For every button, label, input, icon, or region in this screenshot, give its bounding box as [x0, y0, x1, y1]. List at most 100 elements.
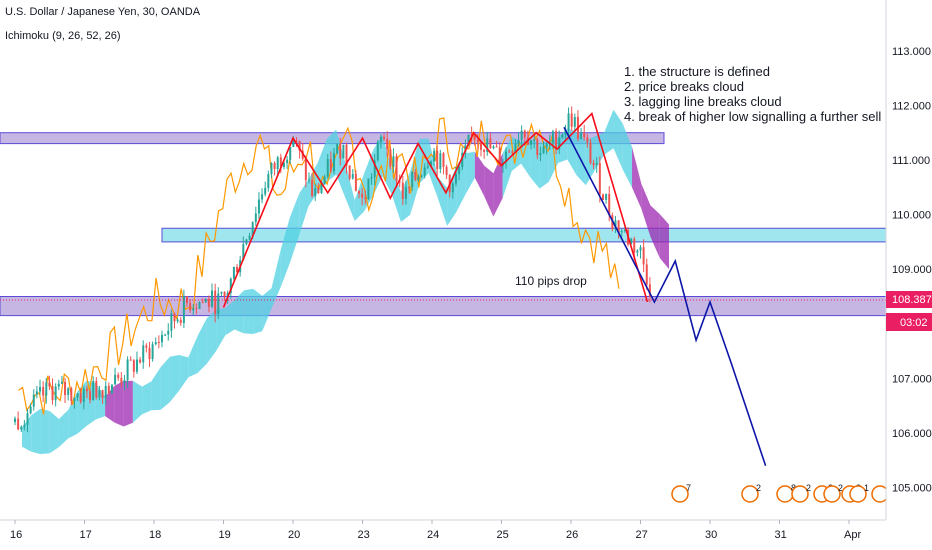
candle-body	[489, 138, 492, 149]
candle-body	[329, 159, 332, 172]
candle-body	[339, 144, 342, 159]
candles	[14, 106, 651, 433]
candle-body	[229, 278, 232, 294]
event-badge-icon[interactable]	[849, 485, 867, 503]
candle-body	[442, 153, 445, 167]
cloud-segment	[151, 367, 161, 411]
candle-body	[336, 144, 339, 154]
candle-body	[389, 149, 392, 167]
candle-body	[117, 374, 120, 378]
candle-body	[67, 388, 70, 395]
cloud-segment	[493, 153, 503, 217]
candle-body	[479, 142, 482, 150]
candle-body	[520, 130, 523, 140]
candle-body	[317, 188, 320, 194]
x-tick-label: 23	[358, 529, 370, 541]
candle-body	[511, 151, 514, 153]
x-tick-label: 30	[705, 529, 717, 541]
candle-body	[51, 386, 54, 401]
cloud-segment	[650, 205, 660, 258]
candle-body	[320, 184, 323, 194]
candle-body	[39, 387, 42, 392]
candle-body	[545, 144, 548, 147]
indicator-title[interactable]: Ichimoku (9, 26, 52, 26)	[5, 30, 121, 42]
event-badge-count: 7	[686, 483, 691, 493]
cloud-segment	[243, 288, 254, 334]
cloud-segment	[253, 288, 263, 334]
candle-body	[267, 174, 270, 188]
candle-body	[417, 176, 420, 181]
candle-body	[276, 157, 279, 170]
drop-label: 110 pips drop	[515, 274, 587, 288]
candle-body	[54, 386, 57, 401]
candle-body	[580, 132, 583, 139]
candle-body	[264, 187, 267, 195]
candle-body	[129, 359, 132, 361]
candle-body	[245, 239, 248, 245]
candle-body	[279, 157, 282, 168]
candle-body	[620, 230, 623, 233]
candle-body	[586, 137, 589, 143]
time-axis[interactable]: 16 17 18 19 20 23 24 25 26 27 30 31 Apr	[0, 519, 932, 550]
candle-body	[470, 134, 473, 136]
y-tick-label: 111.000	[892, 155, 930, 167]
candle-body	[273, 163, 276, 170]
candle-body	[495, 146, 498, 148]
event-badge-icon[interactable]	[671, 485, 689, 503]
candle-body	[186, 296, 189, 304]
x-tick-label: 16	[10, 529, 22, 541]
event-badge-icon[interactable]	[741, 485, 759, 503]
candle-body	[567, 113, 570, 131]
candle-body	[23, 424, 26, 427]
cloud-segment	[447, 166, 457, 226]
cloud-segment	[622, 123, 633, 188]
candle-body	[354, 174, 357, 191]
candle-body	[201, 302, 204, 304]
candle-body	[73, 397, 76, 401]
candle-body	[408, 186, 411, 188]
x-tick-label: 19	[219, 529, 231, 541]
candle-body	[89, 391, 92, 401]
event-badge-icon[interactable]	[791, 485, 809, 503]
candle-body	[361, 193, 364, 198]
candle-body	[536, 139, 539, 155]
symbol-title[interactable]: U.S. Dollar / Japanese Yen, 30, OANDA	[5, 6, 201, 18]
countdown-tag-bg	[886, 313, 932, 331]
candle-body	[60, 381, 63, 384]
candle-body	[157, 342, 160, 344]
candle-body	[648, 284, 651, 297]
candle-body	[326, 159, 329, 177]
candle-body	[101, 390, 104, 398]
candle-body	[429, 161, 432, 167]
cloud-segment	[595, 132, 605, 171]
cloud-segment	[123, 380, 133, 427]
event-badge-icon[interactable]	[823, 485, 841, 503]
cloud-segment	[225, 300, 235, 336]
candle-body	[167, 330, 170, 335]
candle-body	[20, 426, 23, 430]
cloud-segment	[613, 109, 623, 170]
candle-body	[176, 319, 179, 322]
candle-body	[583, 132, 586, 138]
candle-body	[220, 291, 223, 294]
candle-body	[164, 334, 167, 336]
candle-body	[204, 299, 207, 303]
candle-body	[351, 174, 354, 179]
candle-body	[170, 313, 173, 331]
candle-body	[601, 194, 604, 200]
candle-body	[636, 250, 639, 253]
cloud-segment	[521, 139, 531, 178]
cloud-segment	[474, 151, 485, 197]
cloud-segment	[437, 176, 448, 226]
y-tick-label: 106.000	[892, 428, 932, 440]
candle-body	[517, 139, 520, 144]
candle-body	[35, 391, 38, 395]
x-tick-label: 18	[149, 529, 161, 541]
price-axis[interactable]: 113.000 112.000 111.000 110.000 109.000 107.0…	[885, 0, 932, 520]
candle-body	[148, 347, 151, 359]
candle-body	[85, 388, 88, 392]
candle-body	[195, 308, 198, 310]
event-badges[interactable]: 728222815	[671, 483, 891, 503]
